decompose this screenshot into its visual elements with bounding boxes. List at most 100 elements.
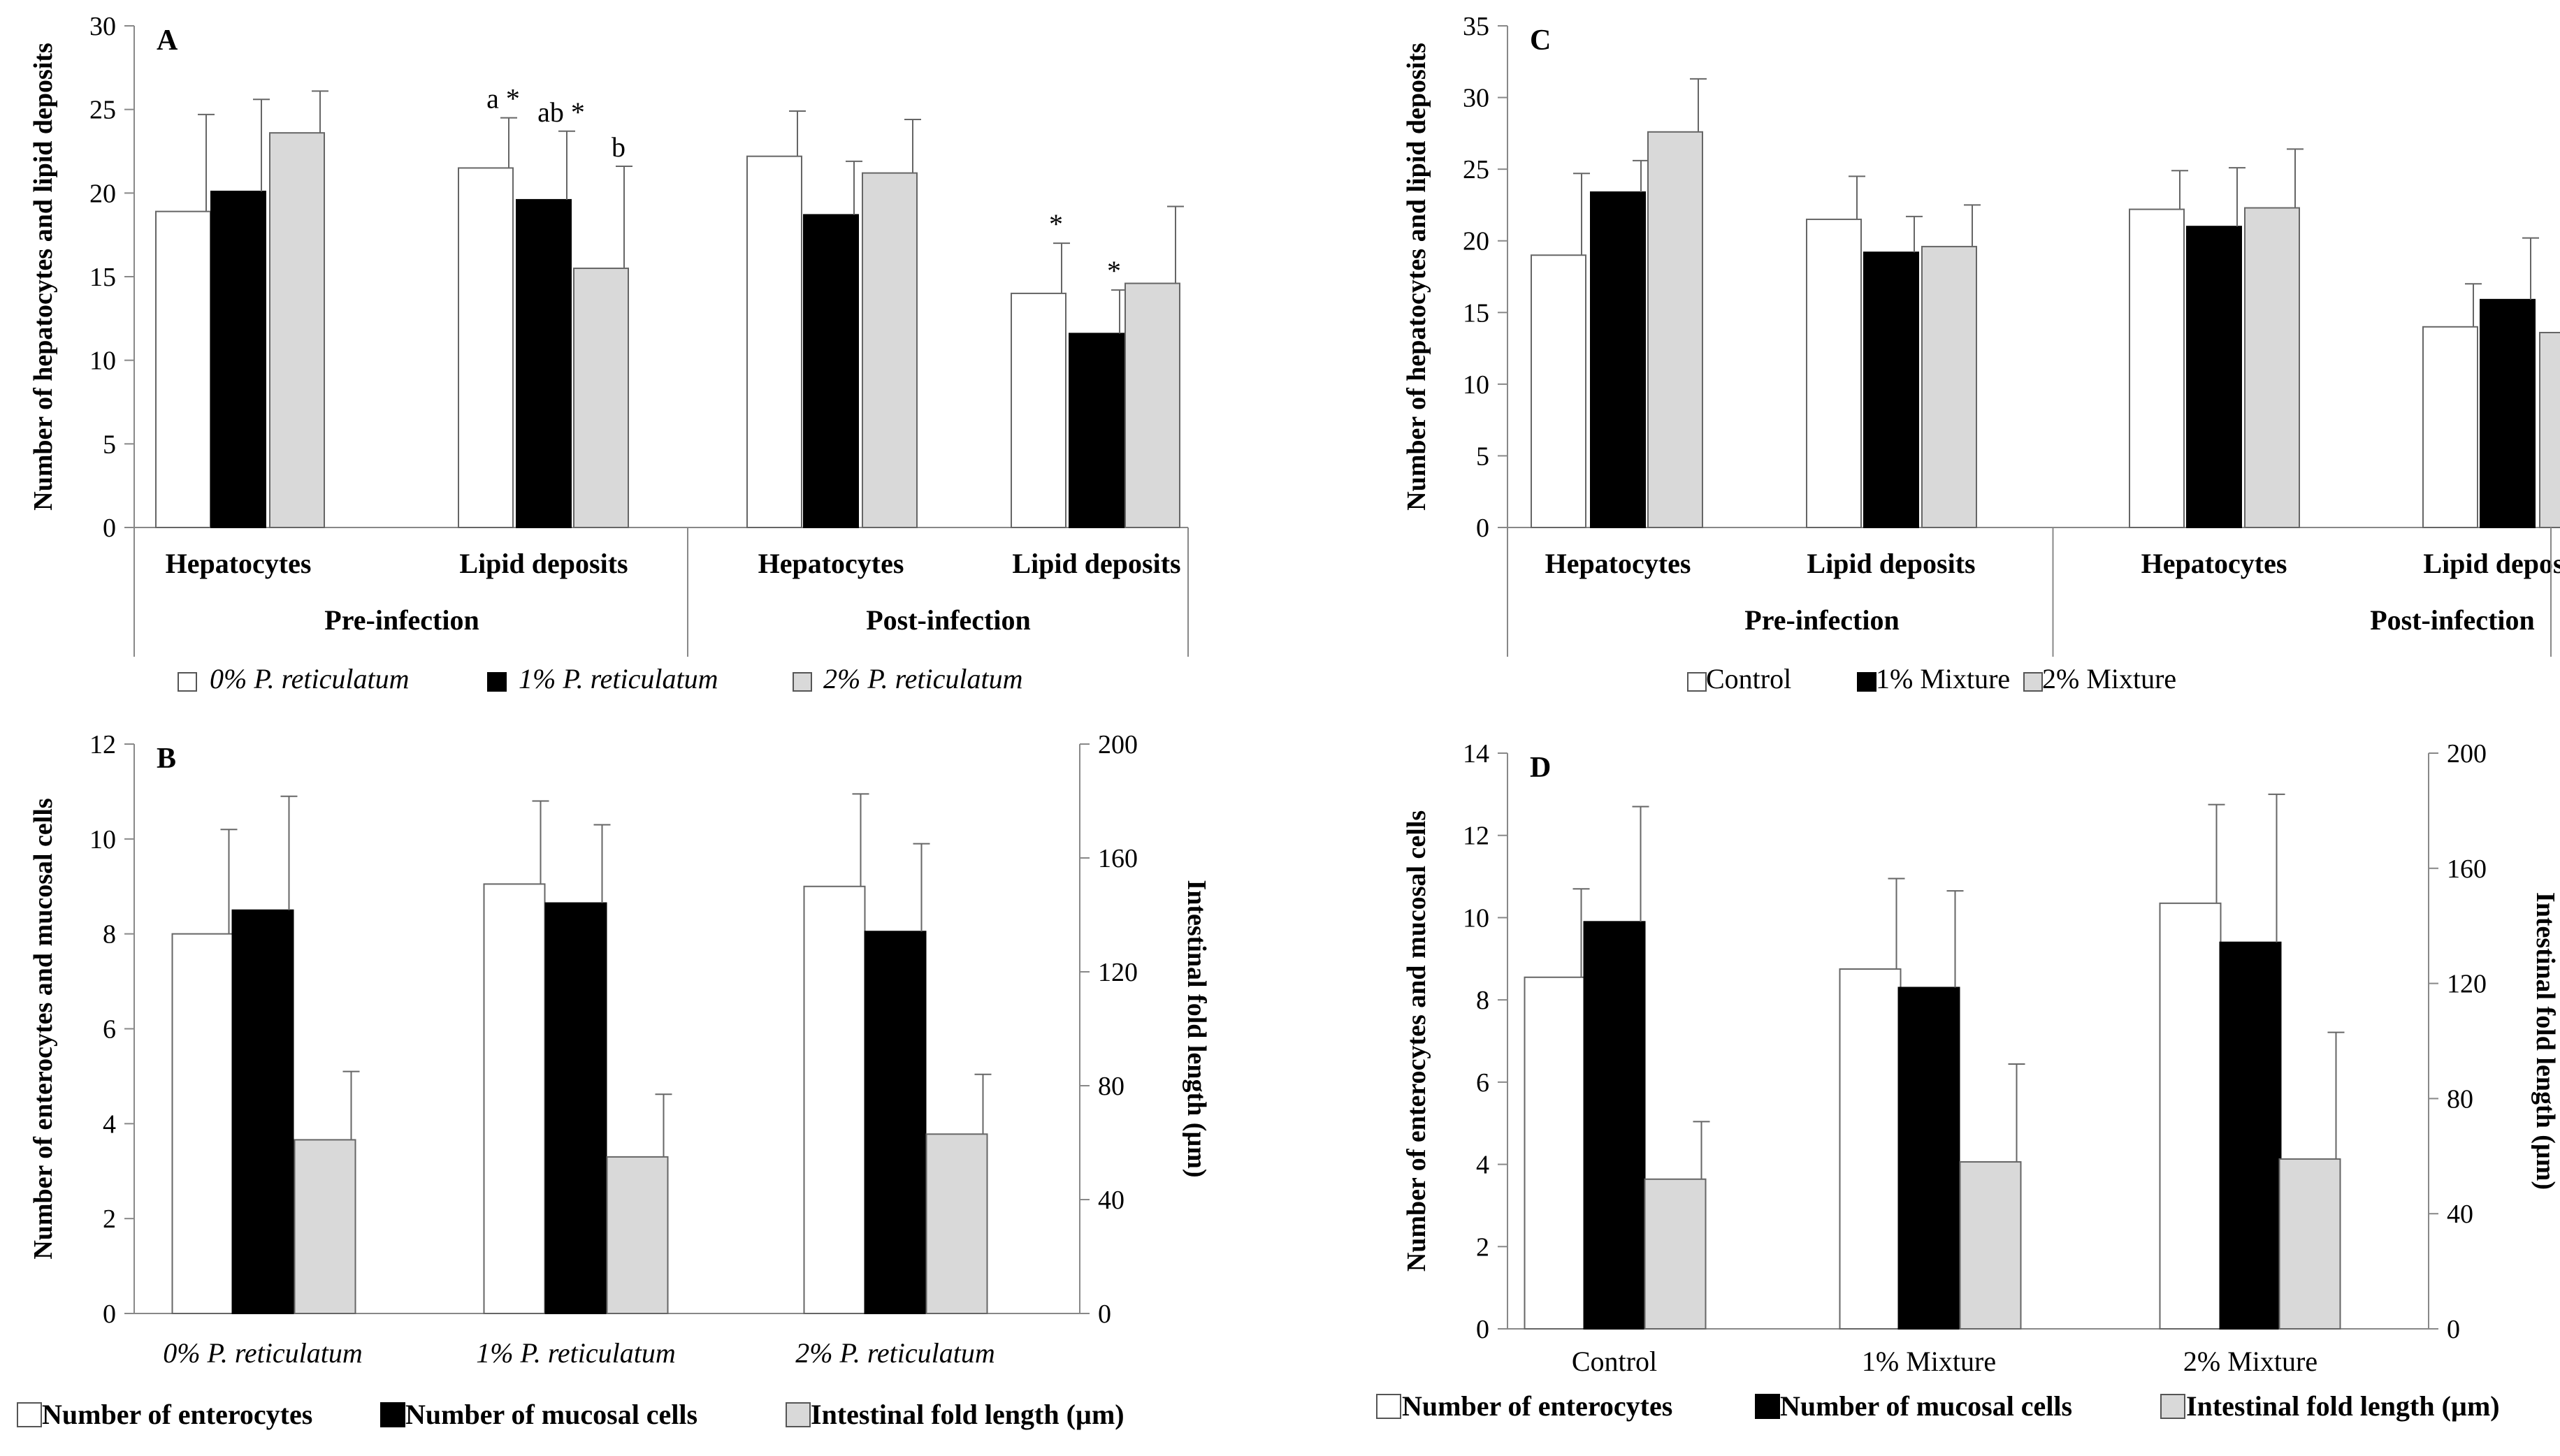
bar (1069, 333, 1124, 528)
y-tick-label: 4 (103, 1109, 116, 1139)
bar (458, 167, 514, 528)
y-tick-label: 4 (1476, 1151, 1489, 1180)
y2-tick-label: 200 (2447, 739, 2487, 769)
bar (2159, 902, 2222, 1330)
y2-tick-label: 120 (1098, 958, 1138, 987)
panel-label: B (157, 743, 176, 775)
bar (2422, 326, 2478, 528)
bar (803, 885, 866, 1314)
y-tick-label: 10 (89, 347, 116, 376)
legend-label: 2% P. reticulatum (823, 663, 1023, 694)
bar (1863, 252, 1919, 528)
legend-label: Number of mucosal cells (405, 1399, 697, 1430)
legend-swatch (2160, 1394, 2185, 1419)
panel-label: C (1530, 24, 1551, 57)
y-tick-label: 8 (1476, 986, 1489, 1015)
chart-panel-B: 0 2 4 6 8 10 12 Number of enterocytes and mucos… (17, 730, 1211, 1430)
bar (606, 1156, 669, 1314)
bar (573, 268, 629, 528)
y-tick-label: 6 (1476, 1068, 1489, 1098)
legend-label: Number of mucosal cells (1780, 1390, 2072, 1422)
bar (864, 931, 927, 1315)
bar (1806, 218, 1862, 528)
legend-swatch (1857, 672, 1876, 692)
bar (544, 902, 607, 1315)
y-tick-label: 8 (103, 920, 116, 949)
y2-tick-label: 80 (1098, 1072, 1124, 1101)
x-category-label: Hepatocytes (166, 548, 312, 579)
panel-label: D (1530, 752, 1551, 784)
bar (1644, 1178, 1707, 1330)
bar (171, 933, 234, 1314)
y-tick-label: 2 (103, 1204, 116, 1234)
y2-tick-label: 160 (2447, 854, 2487, 884)
y2-tick-label: 200 (1098, 730, 1138, 759)
x-category-label: Lipid deposits (1807, 548, 1975, 579)
chart-panel-D: 0 2 4 6 8 10 12 14 Number of enterocytes and muc… (1376, 739, 2560, 1422)
bar (2278, 1158, 2341, 1330)
legend-label: 1% Mixture (1876, 663, 2010, 694)
y-axis-title: Number of hepatocytes and lipid deposits (1402, 43, 1431, 511)
y2-tick-label: 160 (1098, 844, 1138, 873)
x-category-label: 2% Mixture (2183, 1346, 2317, 1377)
bar (746, 155, 802, 528)
y-tick-label: 12 (1463, 822, 1489, 851)
y2-tick-label: 120 (2447, 970, 2487, 999)
legend-swatch (1376, 1394, 1401, 1419)
legend-swatch (487, 672, 507, 692)
bar (1921, 245, 1977, 528)
y-tick-label: 0 (103, 1300, 116, 1329)
x-category-label: Hepatocytes (2141, 548, 2287, 579)
chart-panel-C: 0 5 10 15 20 25 30 35 Number of hepatocytes and … (1402, 12, 2560, 694)
legend-swatch (17, 1402, 42, 1427)
legend-swatch (1687, 672, 1707, 692)
x-category-label: 1% P. reticulatum (476, 1337, 676, 1369)
x-category-label: Lipid deposits (2423, 548, 2560, 579)
bar (269, 132, 325, 528)
bar (155, 210, 211, 528)
bar-annotation: * (1107, 255, 1121, 286)
y-tick-label: 0 (1476, 1315, 1489, 1344)
x-category-label: Lipid deposits (459, 548, 628, 579)
y-tick-label: 12 (89, 730, 116, 759)
y-tick-label: 0 (103, 514, 116, 543)
x-category-label: Hepatocytes (1545, 548, 1691, 579)
bar (1124, 282, 1180, 528)
bar (1590, 191, 1646, 528)
y2-tick-label: 0 (1098, 1300, 1111, 1329)
legend-label: 1% P. reticulatum (519, 663, 718, 694)
x-group-label: Pre-infection (1744, 604, 1899, 636)
y-tick-label: 2 (1476, 1232, 1489, 1262)
bar (516, 198, 572, 528)
bar (1531, 254, 1586, 528)
bar (1839, 968, 1902, 1330)
bar (1647, 131, 1703, 528)
y-tick-label: 20 (1463, 227, 1489, 256)
legend-swatch (793, 672, 812, 692)
chart-panel-A: 0 5 10 15 20 25 30 Number of hepatocytes and li… (29, 12, 1189, 694)
y-tick-label: 0 (1476, 514, 1489, 543)
y-tick-label: 20 (89, 179, 116, 208)
x-category-label: Hepatocytes (758, 548, 904, 579)
y-tick-label: 14 (1463, 739, 1489, 769)
x-category-label: 0% P. reticulatum (163, 1337, 363, 1369)
y-tick-label: 15 (89, 263, 116, 292)
x-group-label: Post-infection (866, 604, 1031, 636)
y-tick-label: 15 (1463, 298, 1489, 328)
legend-swatch (1755, 1394, 1780, 1419)
y-tick-label: 10 (1463, 370, 1489, 400)
y-tick-label: 35 (1463, 12, 1489, 41)
bar (210, 190, 266, 528)
y-tick-label: 5 (1476, 442, 1489, 471)
y-tick-label: 30 (89, 12, 116, 41)
y-tick-label: 5 (103, 430, 116, 459)
bar (2480, 298, 2536, 528)
y-axis-title: Number of enterocytes and mucosal cells (29, 798, 58, 1259)
bar-annotation: ab * (537, 96, 585, 128)
legend-label: Control (1706, 663, 1791, 694)
x-group-label: Post-infection (2370, 604, 2535, 636)
legend-swatch (380, 1402, 405, 1427)
x-group-label: Pre-infection (324, 604, 479, 636)
bar (2186, 226, 2242, 528)
